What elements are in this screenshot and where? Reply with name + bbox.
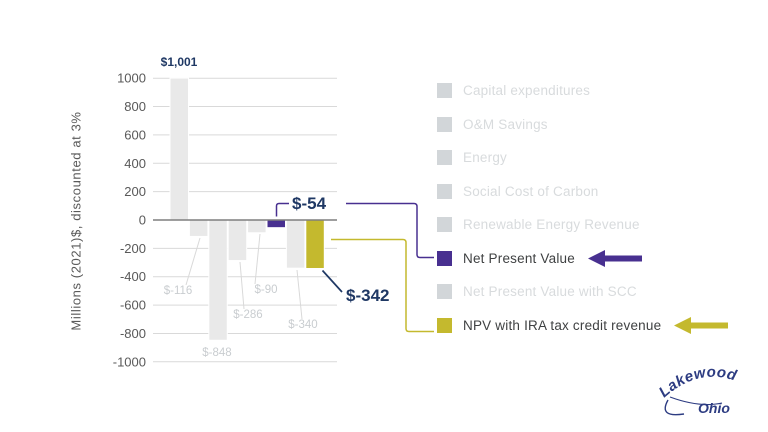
- y-tick-label: -800: [120, 326, 146, 341]
- bar-value-label: $-286: [233, 309, 262, 321]
- bar-7: [285, 219, 306, 269]
- y-tick-label: 600: [124, 127, 146, 142]
- y-tick-label: 0: [139, 213, 146, 228]
- label-leader-line: [239, 261, 245, 310]
- npv-connector-line: [346, 202, 434, 259]
- lakewood-ohio-logo: Lakewood Ohio: [656, 364, 739, 416]
- bar-value-label: $-340: [288, 319, 317, 331]
- legend-swatch: [437, 317, 452, 333]
- ira-callout-value: $-342: [346, 286, 389, 305]
- y-tick-label: -600: [120, 298, 146, 313]
- bar-4: [227, 219, 248, 262]
- y-tick-label: -200: [120, 241, 146, 256]
- y-tick-label: 400: [124, 156, 146, 171]
- bar-value-label: $-848: [202, 347, 231, 359]
- bar-3: [208, 219, 228, 341]
- legend-item-3: Energy: [437, 148, 507, 168]
- ira-callout-leader: [321, 269, 343, 293]
- label-leader-line: [185, 237, 201, 286]
- legend-item-4: Social Cost of Carbon: [437, 181, 599, 201]
- legend-swatch: [437, 183, 452, 199]
- legend-item-8: NPV with IRA tax credit revenue: [437, 315, 729, 335]
- y-tick-label: -400: [120, 269, 146, 284]
- bar-1: [169, 77, 189, 221]
- left-arrow-icon: [674, 316, 729, 334]
- ira-connector-line: [331, 238, 434, 333]
- logo-underline: [669, 396, 723, 406]
- legend-item-5: Renewable Energy Revenue: [437, 215, 640, 235]
- legend-item-7: Net Present Value with SCC: [437, 282, 637, 302]
- npv-callout-bracket: [275, 202, 289, 217]
- npv-callout-value: $-54: [292, 194, 327, 213]
- logo-swash: [664, 399, 685, 416]
- legend-swatch: [437, 250, 452, 266]
- legend-label: Net Present Value: [463, 250, 575, 266]
- label-leader-line: [296, 269, 303, 320]
- legend-swatch: [437, 150, 452, 165]
- legend-swatch: [437, 284, 452, 299]
- bar-value-label: $-90: [254, 284, 277, 296]
- legend-item-1: Capital expenditures: [437, 80, 590, 100]
- legend-label: O&M Savings: [463, 116, 548, 132]
- legend-item-2: O&M Savings: [437, 114, 548, 134]
- bar-value-label-top: $1,001: [161, 55, 198, 69]
- logo-text-lakewood: Lakewood: [656, 364, 739, 401]
- y-tick-label: 200: [124, 184, 146, 199]
- bar-value-label: $-116: [164, 285, 193, 297]
- label-leader-line: [254, 233, 261, 285]
- legend-label: Social Cost of Carbon: [463, 183, 599, 199]
- y-tick-label: 800: [124, 99, 146, 114]
- legend-swatch: [437, 217, 452, 232]
- bar-5: [247, 219, 267, 234]
- bar-2: [188, 219, 209, 237]
- bar-8: [305, 219, 325, 269]
- legend: Capital expenditures O&M Savings Energy Soc…: [437, 0, 768, 432]
- legend-swatch: [437, 116, 452, 132]
- legend-label: Renewable Energy Revenue: [463, 217, 640, 232]
- y-tick-label: 1000: [117, 71, 146, 86]
- y-axis-title: Millions (2021)$, discounted at 3%: [68, 111, 84, 331]
- left-arrow-icon: [587, 249, 642, 267]
- legend-item-6: Net Present Value: [437, 248, 642, 268]
- legend-label: NPV with IRA tax credit revenue: [463, 317, 662, 333]
- legend-label: Net Present Value with SCC: [463, 284, 637, 299]
- bar-6: [266, 219, 286, 229]
- legend-label: Energy: [463, 150, 507, 165]
- legend-label: Capital expenditures: [463, 82, 591, 98]
- logo-text-ohio: Ohio: [698, 400, 730, 416]
- y-tick-label: -1000: [113, 354, 146, 369]
- legend-swatch: [437, 82, 452, 98]
